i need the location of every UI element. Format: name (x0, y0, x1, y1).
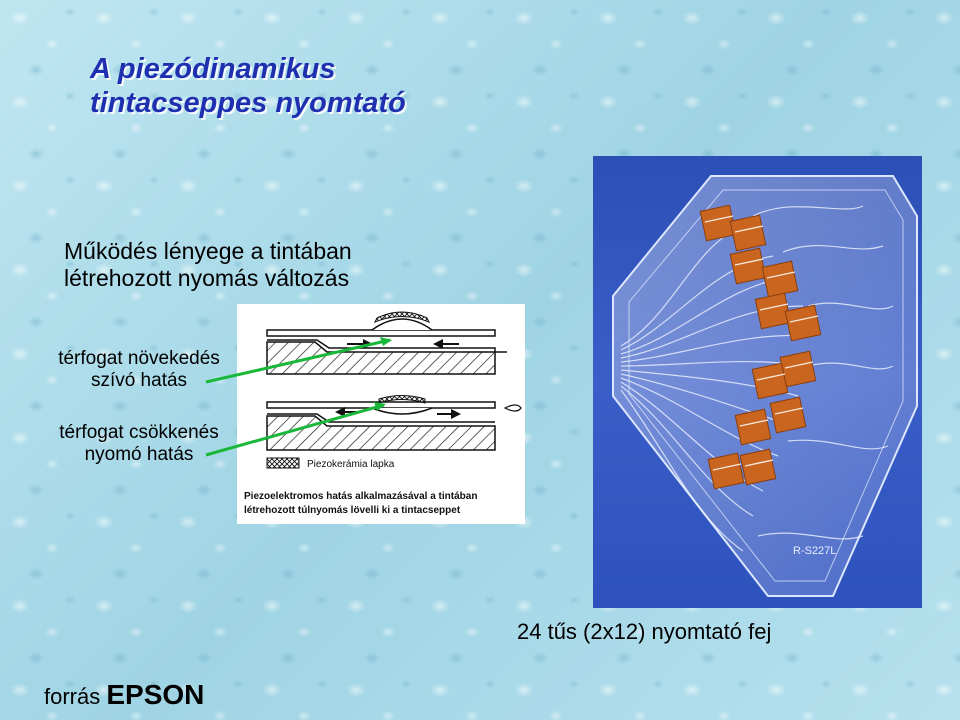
upper-chamber (266, 311, 507, 375)
printhead-caption: 24 tűs (2x12) nyomtató fej (517, 619, 772, 644)
lower-chamber (266, 395, 522, 451)
volume-decrease-label: térfogat csökkenés nyomó hatás (30, 422, 248, 466)
ink-droplet (503, 404, 522, 412)
slide-title: A piezódinamikus tintacseppes nyomtató (90, 52, 406, 120)
title-line-2: tintacseppes nyomtató (90, 87, 406, 119)
suction-effect-text: szívó hatás (90, 370, 188, 391)
piezo-elements (699, 204, 822, 490)
title-line-1: A piezódinamikus (90, 53, 336, 85)
cross-section-drawing (266, 311, 522, 469)
source-brand: EPSON (106, 679, 205, 710)
principle-line-2: létrehozott nyomás változás (64, 265, 350, 291)
pressure-effect-text: nyomó hatás (84, 444, 194, 465)
piezo-legend-swatch (266, 457, 300, 469)
volume-decrease-text: térfogat csökkenés (59, 422, 219, 443)
pressure-arrow (205, 403, 385, 457)
source-credit: forrás EPSON (44, 679, 204, 711)
principle-line-1: Működés lényege a tintában (64, 238, 352, 264)
printhead-photo: R-S227L (593, 156, 922, 608)
volume-increase-text: térfogat növekedés (58, 348, 220, 369)
source-label: forrás (44, 684, 101, 709)
piezo-legend-label: Piezokerámia lapka (307, 459, 395, 470)
printhead-illustration: R-S227L (612, 175, 918, 597)
diagram-caption: Piezoelektromos hatás alkalmazásával a t… (244, 490, 524, 518)
principle-text: Működés lényege a tintában létrehozott n… (64, 238, 352, 292)
piezo-cross-section-diagram: Piezokerámia lapka Piezoelektromos hatás… (237, 304, 525, 524)
suction-arrow (205, 338, 391, 384)
caption-line-1: Piezoelektromos hatás alkalmazásával a t… (244, 491, 478, 502)
caption-line-2: létrehozott túlnyomás lövelli ki a tinta… (244, 505, 461, 516)
volume-increase-label: térfogat növekedés szívó hatás (30, 348, 248, 392)
part-number-label: R-S227L (793, 545, 836, 557)
